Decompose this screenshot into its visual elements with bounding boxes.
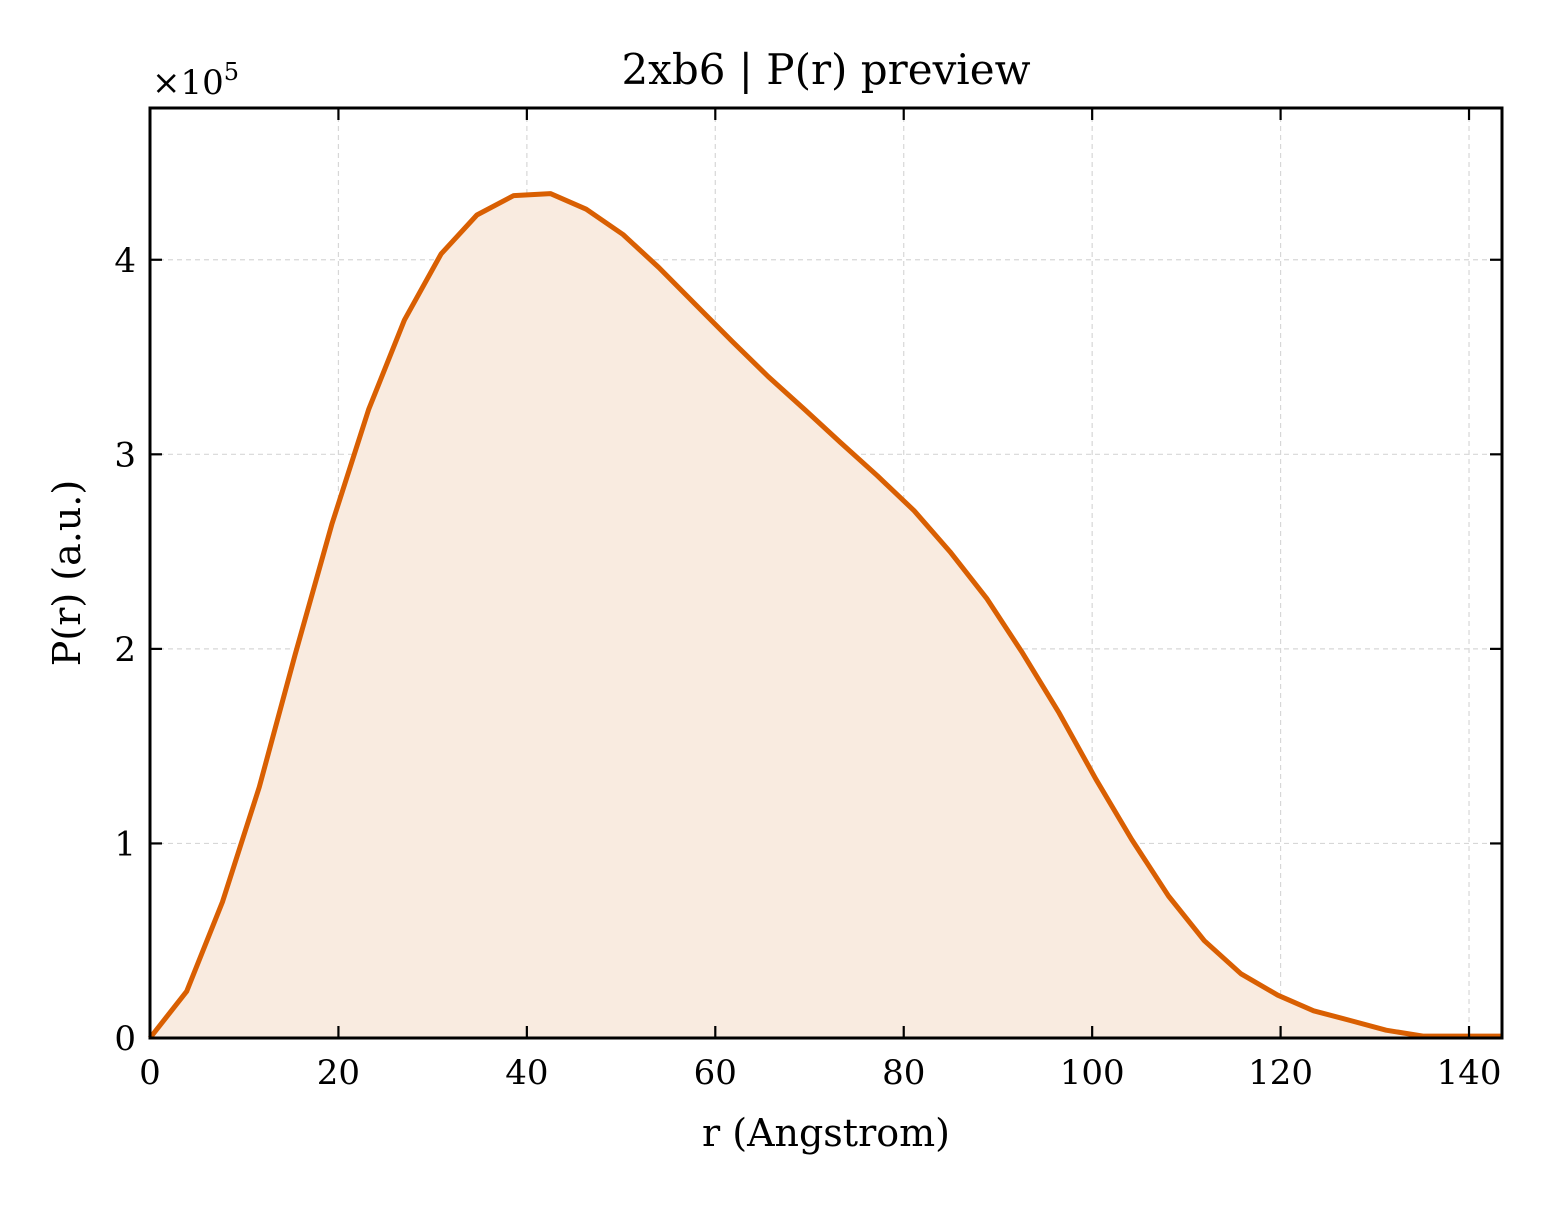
y-axis-label: P(r) (a.u.) bbox=[45, 480, 89, 666]
x-tick-label: 60 bbox=[694, 1053, 737, 1093]
x-tick-label: 140 bbox=[1437, 1053, 1502, 1093]
y-multiplier: ×105 bbox=[152, 58, 239, 103]
y-tick-label: 1 bbox=[114, 824, 136, 864]
y-multiplier-exponent: 5 bbox=[224, 58, 239, 86]
y-tick-label: 3 bbox=[114, 435, 136, 475]
area-fill bbox=[150, 193, 1502, 1039]
x-tick-label: 40 bbox=[505, 1053, 548, 1093]
plot-frame bbox=[148, 106, 1504, 1040]
x-tick-label: 120 bbox=[1248, 1053, 1313, 1093]
series-line bbox=[148, 191, 1502, 1040]
y-multiplier-base: ×10 bbox=[152, 63, 224, 103]
tick-layer: 0 20 40 60 80 100 120 140 0 1 2 3 4 bbox=[114, 108, 1502, 1093]
y-tick-label: 2 bbox=[114, 630, 136, 670]
x-axis-label: r (Angstrom) bbox=[702, 1111, 950, 1155]
x-tick-label: 0 bbox=[139, 1053, 161, 1093]
x-tick-label: 100 bbox=[1060, 1053, 1125, 1093]
y-tick-label: 0 bbox=[114, 1019, 136, 1059]
y-tick-label: 4 bbox=[114, 241, 136, 281]
x-tick-label: 20 bbox=[317, 1053, 360, 1093]
x-tick-label: 80 bbox=[882, 1053, 925, 1093]
chart-title: 2xb6 | P(r) preview bbox=[621, 45, 1030, 94]
